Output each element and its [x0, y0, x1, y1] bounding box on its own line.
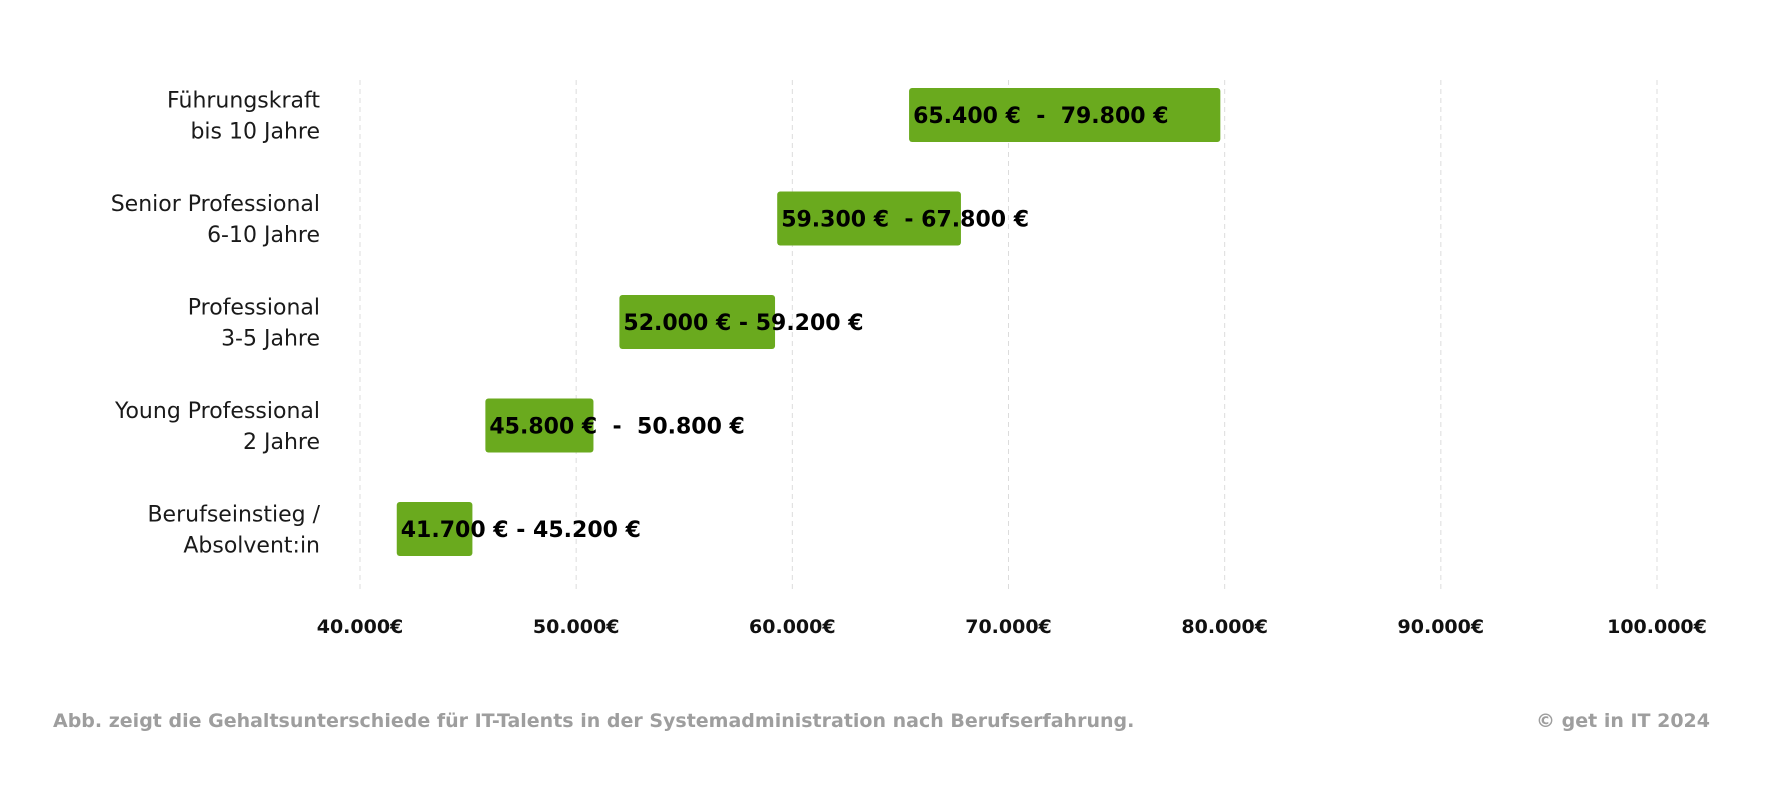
x-tick-label: 60.000€: [749, 616, 836, 638]
bar-labels: 65.400 € - 79.800 € 59.300 € - 67.800 € 52…: [401, 104, 1169, 543]
x-axis-tick-labels: 40.000€ 50.000€ 60.000€ 70.000€ 80.000€ 90.00…: [317, 616, 1707, 638]
x-tick-label: 70.000€: [965, 616, 1052, 638]
x-tick-label: 100.000€: [1607, 616, 1707, 638]
x-tick-label: 50.000€: [533, 616, 620, 638]
category-label: 2 Jahre: [243, 430, 320, 455]
bar-series: [396, 88, 1221, 556]
range-bar: [909, 88, 1221, 142]
category-label: Professional: [188, 296, 320, 321]
range-bar: [619, 295, 776, 349]
range-bar: [485, 398, 594, 453]
category-label: Absolvent:in: [183, 534, 320, 559]
category-labels: Führungskraft bis 10 Jahre Senior Professi…: [111, 89, 321, 559]
range-bar: [777, 191, 961, 246]
chart-caption: Abb. zeigt die Gehaltsunterschiede für I…: [53, 710, 1135, 732]
x-tick-label: 40.000€: [317, 616, 404, 638]
copyright-notice: © get in IT 2024: [1536, 710, 1710, 732]
bar-value-label: 45.800 € - 50.800 €: [489, 415, 745, 440]
category-label: 6-10 Jahre: [207, 223, 320, 248]
category-label: Senior Professional: [111, 192, 320, 217]
category-label: Berufseinstieg /: [147, 503, 320, 528]
bar-value-label: 52.000 € - 59.200 €: [623, 311, 863, 336]
category-label: bis 10 Jahre: [190, 120, 320, 145]
category-label: Young Professional: [114, 399, 320, 424]
x-tick-label: 90.000€: [1398, 616, 1485, 638]
category-label: Führungskraft: [167, 89, 320, 114]
x-tick-label: 80.000€: [1181, 616, 1268, 638]
range-bar: [396, 502, 473, 556]
bar-value-label: 41.700 € - 45.200 €: [401, 518, 641, 543]
grid-lines: [359, 80, 1658, 592]
salary-range-chart: 65.400 € - 79.800 € 59.300 € - 67.800 € 52…: [111, 80, 1707, 638]
bar-value-label: 65.400 € - 79.800 €: [913, 104, 1169, 129]
category-label: 3-5 Jahre: [221, 327, 320, 352]
bar-value-label: 59.300 € - 67.800 €: [781, 208, 1029, 233]
